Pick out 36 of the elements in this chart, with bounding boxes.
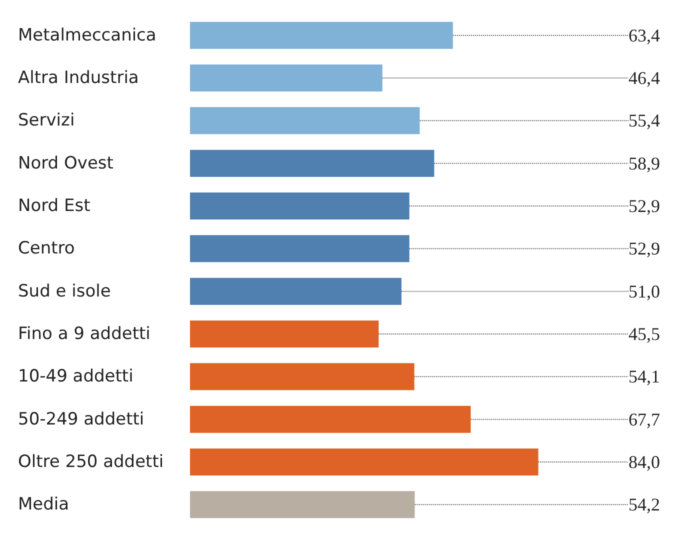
- y-tick-label: 10-49 addetti: [18, 366, 134, 387]
- y-tick-label: Oltre 250 addetti: [18, 452, 164, 472]
- y-tick-label: Nord Est: [18, 196, 91, 216]
- y-tick-label: Nord Ovest: [18, 153, 114, 174]
- data-label: 54,2: [628, 494, 660, 515]
- bar: [190, 64, 382, 92]
- bar: [190, 235, 410, 262]
- bar: [190, 448, 538, 476]
- bar: [190, 22, 453, 49]
- data-label: 58,9: [628, 153, 660, 174]
- bar: [190, 406, 471, 433]
- bar: [190, 363, 414, 390]
- data-label: 51,0: [628, 281, 660, 302]
- y-tick-label: Altra Industria: [18, 68, 139, 88]
- y-tick-label: 50-249 addetti: [18, 409, 144, 430]
- bar: [190, 320, 379, 348]
- y-tick-label: Fino a 9 addetti: [18, 324, 150, 344]
- y-tick-label: Servizi: [18, 110, 75, 131]
- bar: [190, 107, 420, 134]
- y-tick-label: Centro: [18, 238, 75, 259]
- bar: [190, 278, 402, 305]
- data-label: 54,1: [628, 366, 660, 387]
- data-label: 45,5: [628, 324, 660, 344]
- data-label: 46,4: [628, 68, 660, 88]
- data-label: 84,0: [628, 452, 660, 472]
- data-label: 52,9: [628, 196, 660, 216]
- bar: [190, 491, 415, 518]
- bar: [190, 150, 434, 177]
- bar: [190, 192, 410, 220]
- y-tick-label: Sud e isole: [18, 281, 111, 302]
- data-label: 55,4: [628, 110, 660, 131]
- data-label: 67,7: [628, 409, 660, 430]
- y-tick-label: Media: [18, 494, 70, 515]
- y-tick-label: Metalmeccanica: [18, 25, 156, 46]
- data-label: 52,9: [628, 238, 660, 259]
- data-label: 63,4: [628, 25, 660, 46]
